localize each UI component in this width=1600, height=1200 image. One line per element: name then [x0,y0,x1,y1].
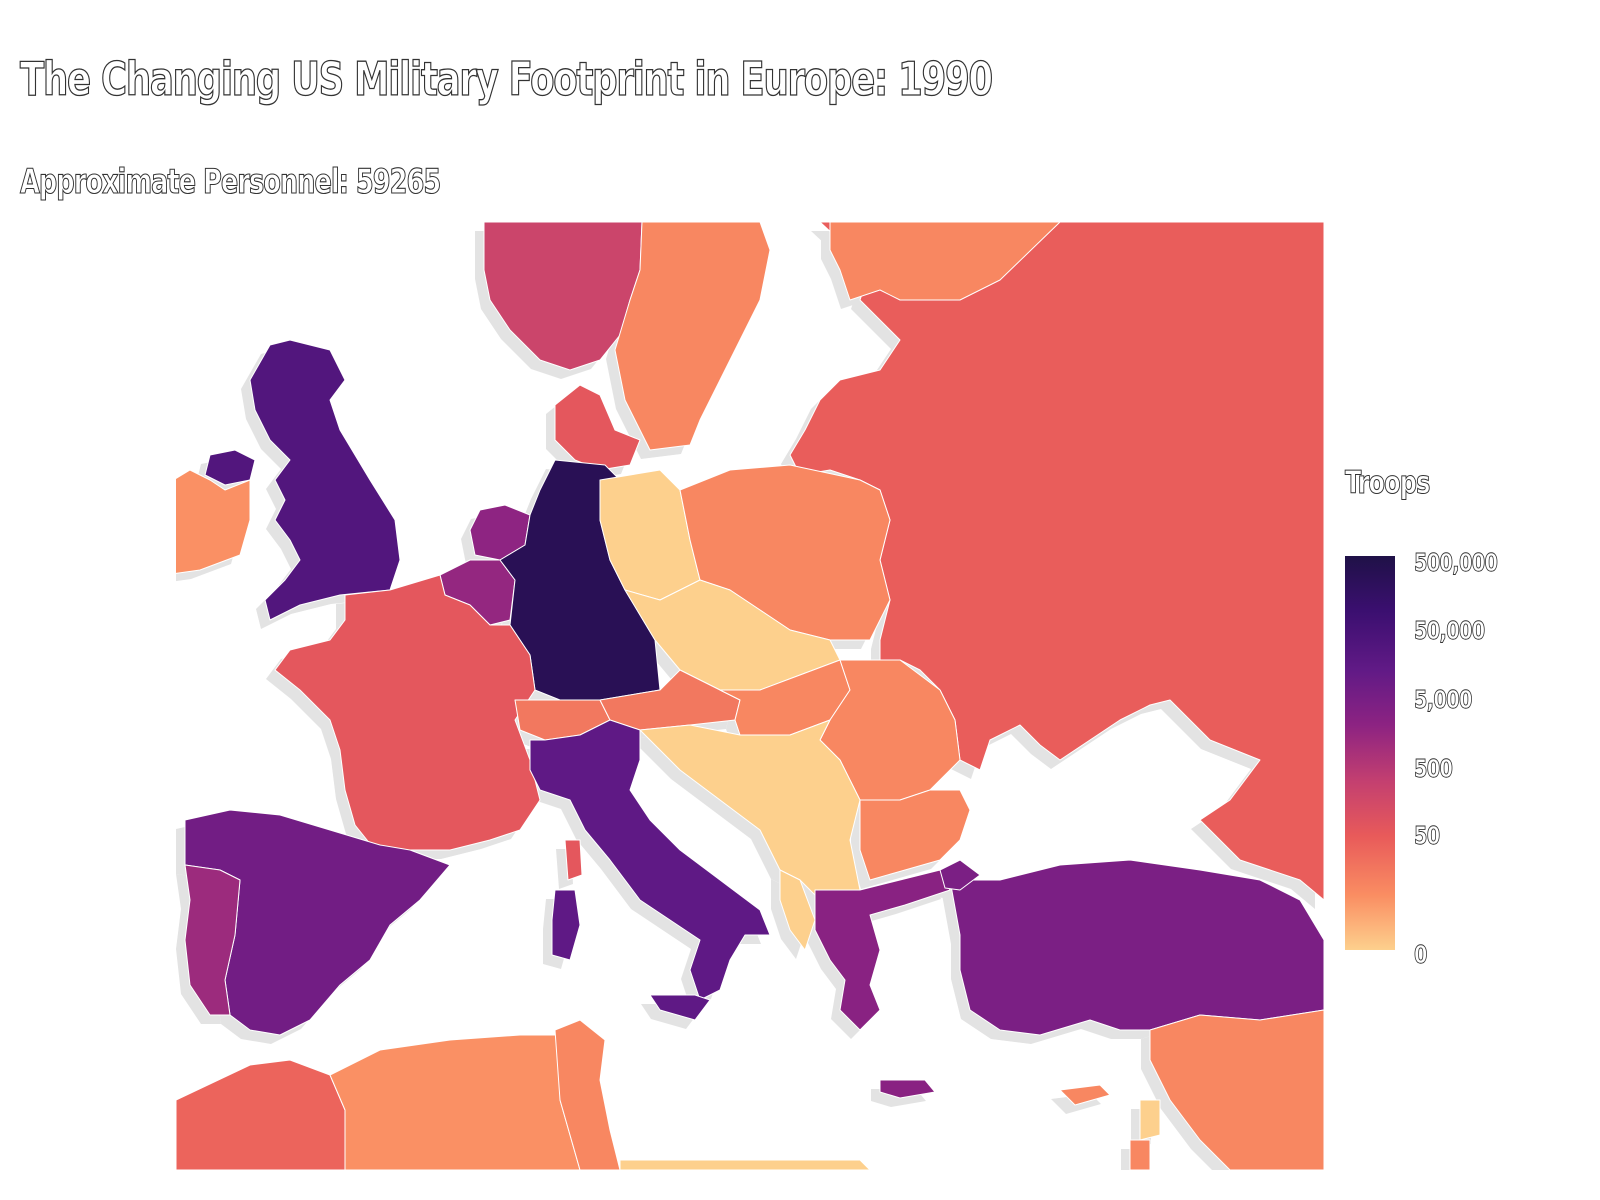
country-cyprus[interactable] [1059,1084,1111,1106]
country-morocco[interactable] [176,1059,346,1170]
country-algeria[interactable] [329,1034,581,1170]
shadow-libya [611,1169,852,1170]
country-sardinia[interactable] [551,889,581,961]
map-subtitle: Approximate Personnel: 59265 [20,161,442,202]
country-united-kingdom[interactable] [249,339,401,621]
country-yugoslavia[interactable] [639,719,861,901]
country-ireland[interactable] [160,469,251,575]
country-sweden[interactable] [614,222,771,451]
country-finland[interactable] [829,222,1061,301]
country-israel[interactable] [1129,1139,1151,1170]
country-lebanon[interactable] [1139,1099,1161,1141]
country-crete[interactable] [879,1079,936,1099]
country-russia[interactable] [789,222,1324,901]
country-portugal[interactable] [184,864,241,1016]
country-libya[interactable] [619,1159,871,1170]
country-syria[interactable] [1149,1009,1324,1170]
legend-tick-500: 500 [1414,754,1454,784]
country-france[interactable] [274,574,541,851]
country-denmark[interactable] [554,384,641,471]
country-layer [160,222,1324,1170]
country-corsica[interactable] [564,839,583,881]
legend-tick-50000: 50,000 [1414,616,1486,646]
country-italy[interactable] [529,719,771,1001]
country-greece[interactable] [814,869,951,1031]
legend-title: Troops [1345,465,1431,502]
country-turkeythrace[interactable] [939,859,981,891]
country-turkey[interactable] [949,859,1324,1036]
legend-tick-50: 50 [1414,821,1441,851]
legend-tick-500000: 500,000 [1414,548,1499,578]
country-tunisia[interactable] [554,1019,621,1170]
map-title: The Changing US Military Footprint in Eu… [19,51,993,106]
map-area [160,222,1324,1170]
country-bulgaria[interactable] [859,789,971,881]
legend-tick-0: 0 [1414,940,1428,970]
legend-tick-5000: 5,000 [1414,685,1473,715]
country-sicily[interactable] [649,994,711,1021]
legend-colorbar [1345,556,1395,950]
country-albania[interactable] [779,869,816,951]
